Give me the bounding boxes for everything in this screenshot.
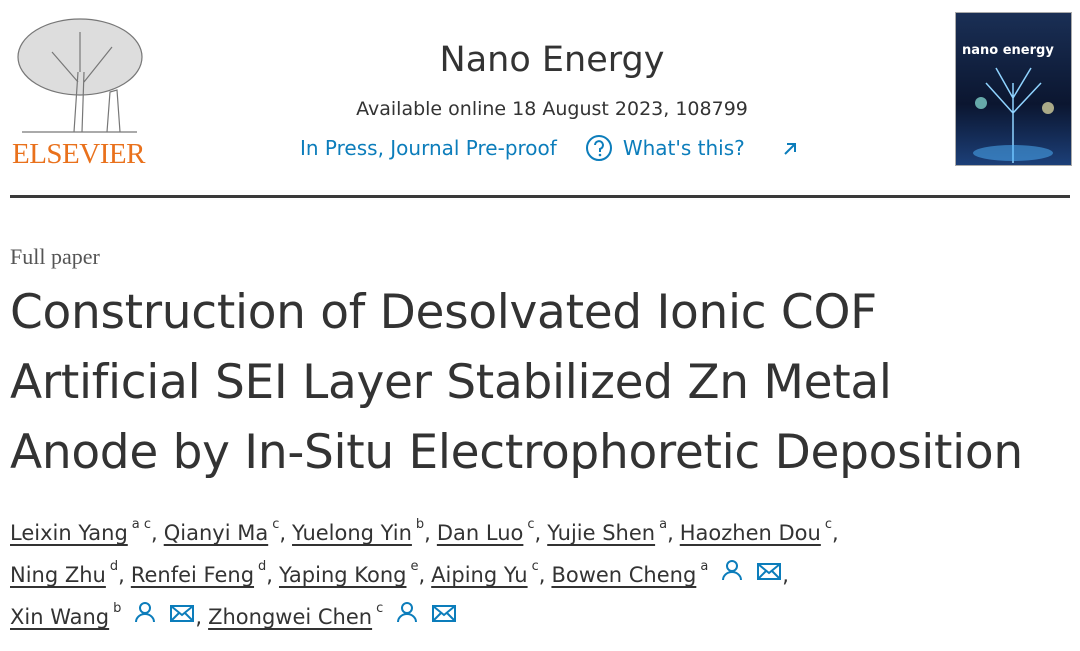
- author-profile-icon[interactable]: [395, 596, 419, 638]
- separator: ,: [151, 521, 158, 545]
- separator: ,: [424, 521, 431, 545]
- separator: ,: [418, 563, 426, 587]
- separator: ,: [118, 563, 125, 587]
- affiliation[interactable]: c: [527, 517, 535, 532]
- available-online: Available online 18 August 2023, 108799: [356, 98, 748, 120]
- separator: ,: [667, 521, 674, 545]
- author-name[interactable]: Aiping Yu: [431, 563, 528, 587]
- author-name[interactable]: Leixin Yang: [10, 521, 128, 545]
- cover-art: [973, 67, 1054, 163]
- author: Renfei Feng d,: [131, 554, 279, 596]
- journal-title[interactable]: Nano Energy: [439, 40, 665, 80]
- author: Dan Luo c,: [437, 512, 547, 554]
- author-profile-icon[interactable]: [720, 554, 744, 596]
- affiliation[interactable]: a: [659, 517, 668, 532]
- journal-cover[interactable]: nano energy: [955, 12, 1072, 166]
- author: Aiping Yu c,: [431, 554, 551, 596]
- author-email-icon[interactable]: [169, 596, 195, 638]
- author-name[interactable]: Yujie Shen: [547, 521, 656, 545]
- affiliation[interactable]: a c: [131, 517, 152, 532]
- external-icon: [784, 143, 796, 155]
- author-email-icon[interactable]: [431, 596, 457, 638]
- title-line: Construction of Desolvated Ionic COF: [10, 285, 877, 340]
- affiliation[interactable]: a: [700, 559, 709, 574]
- affiliation[interactable]: d: [258, 559, 267, 574]
- help-link[interactable]: What's this?: [622, 136, 745, 160]
- affiliation[interactable]: c: [824, 517, 832, 532]
- affiliation[interactable]: c: [376, 601, 384, 616]
- author: Zhongwei Chen c: [208, 596, 457, 638]
- author-profile-icon[interactable]: [133, 596, 157, 638]
- divider: [10, 195, 1070, 198]
- status-links: In Press, Journal Pre-proof What's this?: [300, 134, 813, 162]
- author-name[interactable]: Yaping Kong: [278, 563, 407, 587]
- author-name[interactable]: Zhongwei Chen: [208, 605, 373, 629]
- separator: ,: [266, 563, 273, 587]
- title-line: Anode by In-Situ Electrophoretic Deposit…: [10, 425, 1023, 480]
- author: Qianyi Ma c,: [164, 512, 292, 554]
- author-name[interactable]: Xin Wang: [10, 605, 110, 629]
- author: Ning Zhu d,: [10, 554, 131, 596]
- author: Yujie Shen a,: [547, 512, 680, 554]
- author: Leixin Yang a c,: [10, 512, 164, 554]
- author-email-icon[interactable]: [756, 554, 782, 596]
- affiliation[interactable]: e: [410, 559, 419, 574]
- author-list: Leixin Yang a c, Qianyi Ma c, Yuelong Yin b, D…: [10, 512, 845, 638]
- author: Yuelong Yin b,: [292, 512, 437, 554]
- author: Bowen Cheng a,: [551, 554, 795, 596]
- title-line: Artificial SEI Layer Stabilized Zn Metal: [10, 355, 892, 410]
- author-name[interactable]: Bowen Cheng: [551, 563, 697, 587]
- affiliation[interactable]: c: [272, 517, 280, 532]
- article-type: Full paper: [10, 244, 100, 269]
- separator: ,: [831, 521, 839, 545]
- author-name[interactable]: Qianyi Ma: [163, 521, 269, 545]
- article-title: Construction of Desolvated Ionic COF Arti…: [10, 278, 1023, 488]
- help-icon[interactable]: [585, 134, 613, 162]
- affiliation[interactable]: c: [531, 559, 539, 574]
- author-name[interactable]: Dan Luo: [436, 521, 524, 545]
- author-name[interactable]: Yuelong Yin: [292, 521, 412, 545]
- affiliation[interactable]: b: [113, 601, 122, 616]
- author-name[interactable]: Renfei Feng: [130, 563, 255, 587]
- separator: ,: [279, 521, 287, 545]
- publisher-name: ELSEVIER: [12, 138, 145, 170]
- publisher-logo: [17, 18, 143, 133]
- separator: ,: [538, 563, 546, 587]
- affiliation[interactable]: b: [415, 517, 425, 532]
- author: Xin Wang b,: [10, 596, 208, 638]
- separator: ,: [195, 605, 203, 629]
- separator: ,: [782, 563, 789, 587]
- affiliation[interactable]: d: [109, 559, 119, 574]
- separator: ,: [534, 521, 542, 545]
- status-link[interactable]: In Press, Journal Pre-proof: [300, 136, 557, 160]
- cover-title: nano energy: [962, 43, 1054, 58]
- author: Yaping Kong e,: [279, 554, 431, 596]
- author-name[interactable]: Ning Zhu: [10, 563, 106, 587]
- author-name[interactable]: Haozhen Dou: [679, 521, 821, 545]
- author: Haozhen Dou c,: [680, 512, 845, 554]
